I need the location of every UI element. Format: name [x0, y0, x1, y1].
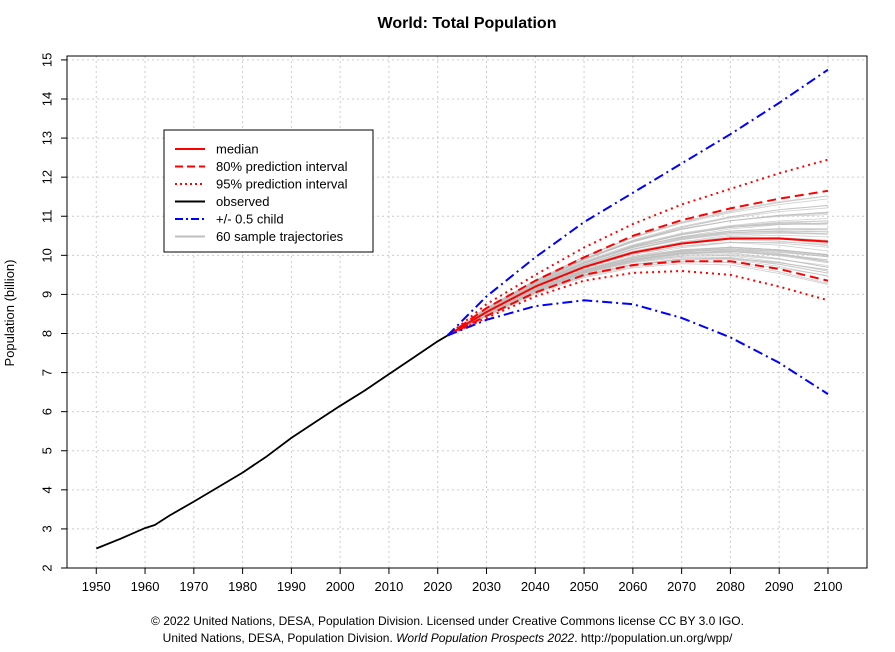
- series--0-5-child: [446, 68, 829, 337]
- legend-box: [163, 129, 374, 253]
- y-tick-label: 12: [40, 170, 55, 184]
- x-tick-label: 2100: [814, 579, 843, 594]
- x-tick-label: 2000: [326, 579, 355, 594]
- x-tick-label: 2030: [472, 579, 501, 594]
- y-tick-label: 6: [40, 408, 55, 415]
- legend-label: +/- 0.5 child: [216, 212, 284, 227]
- series-observed: [95, 334, 448, 550]
- legend-label: median: [216, 142, 259, 157]
- series-95-lower: [447, 270, 829, 337]
- sample-trajectory: [447, 263, 829, 336]
- legend: median 80% prediction interval 95% predict…: [163, 129, 374, 253]
- x-tick-label: 2080: [716, 579, 745, 594]
- y-tick-label: 9: [40, 291, 55, 298]
- x-tick-label: 2090: [765, 579, 794, 594]
- series-80-lower: [447, 260, 829, 337]
- sample-trajectory: [447, 257, 829, 336]
- y-tick-label: 14: [40, 92, 55, 106]
- axes: 1950 1960 1970 1980 1990 2000 2010 2020 2030 2040…: [40, 53, 843, 594]
- x-tick-label: 1980: [228, 579, 257, 594]
- series-median: [446, 237, 829, 337]
- x-tick-label: 2010: [374, 579, 403, 594]
- sample-trajectory: [447, 231, 829, 336]
- sample-trajectory: [447, 251, 829, 336]
- y-tick-label: 5: [40, 447, 55, 454]
- x-tick-label: 1990: [277, 579, 306, 594]
- sample-trajectory: [447, 220, 829, 336]
- y-axis-label: Population (billion): [2, 260, 17, 367]
- y-tick-label: 10: [40, 248, 55, 262]
- series-95-upper: [446, 158, 829, 337]
- y-tick-label: 15: [40, 53, 55, 67]
- chart-title: World: Total Population: [378, 15, 557, 32]
- x-tick-label: 2040: [521, 579, 550, 594]
- x-tick-label: 2060: [618, 579, 647, 594]
- y-tick-label: 7: [40, 369, 55, 376]
- x-tick-label: 2070: [667, 579, 696, 594]
- y-tick-label: 11: [40, 209, 55, 223]
- citation-suffix: . http://population.un.org/wpp/: [574, 631, 733, 645]
- y-tick-label: 8: [40, 330, 55, 337]
- y-tick-label: 2: [40, 564, 55, 571]
- citation-title: World Population Prospects 2022: [396, 631, 575, 645]
- x-tick-label: 2020: [423, 579, 452, 594]
- population-chart: World: Total Population 1950 1960 1970 1980…: [2, 15, 868, 594]
- legend-label: 95% prediction interval: [216, 177, 348, 192]
- copyright-line: © 2022 United Nations, DESA, Population …: [151, 614, 744, 628]
- x-tick-label: 2050: [570, 579, 599, 594]
- legend-label: observed: [216, 194, 269, 209]
- legend-label: 80% prediction interval: [216, 159, 348, 174]
- series-80-upper: [446, 189, 829, 337]
- sample-trajectory: [447, 207, 829, 336]
- sample-trajectory: [447, 246, 829, 336]
- sample-trajectory: [447, 257, 829, 336]
- series-layer: [95, 68, 829, 550]
- y-tick-label: 4: [40, 486, 55, 493]
- citation-line: United Nations, DESA, Population Divisio…: [0, 631, 895, 645]
- plot-area-frame: [66, 55, 868, 569]
- sample-trajectory: [447, 257, 829, 336]
- y-tick-label: 13: [40, 131, 55, 145]
- x-tick-label: 1960: [131, 579, 160, 594]
- series--0-5-child: [447, 299, 829, 395]
- legend-label: 60 sample trajectories: [216, 229, 344, 244]
- x-tick-label: 1950: [82, 579, 111, 594]
- citation-prefix: United Nations, DESA, Population Divisio…: [162, 631, 397, 645]
- x-tick-label: 1970: [179, 579, 208, 594]
- y-tick-label: 3: [40, 525, 55, 532]
